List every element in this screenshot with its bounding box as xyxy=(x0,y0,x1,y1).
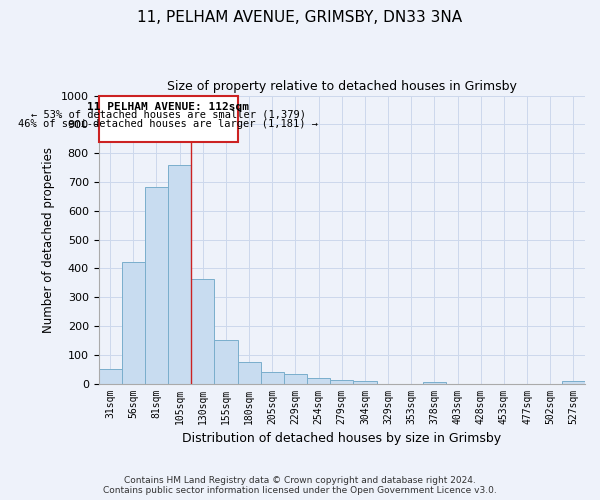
Bar xyxy=(562,382,585,384)
Bar xyxy=(191,280,214,384)
Text: 11 PELHAM AVENUE: 112sqm: 11 PELHAM AVENUE: 112sqm xyxy=(87,102,249,112)
Bar xyxy=(307,378,330,384)
Text: 46% of semi-detached houses are larger (1,181) →: 46% of semi-detached houses are larger (… xyxy=(18,118,318,128)
Bar xyxy=(423,382,446,384)
Bar xyxy=(214,340,238,384)
Bar xyxy=(168,166,191,384)
Bar xyxy=(330,380,353,384)
Bar xyxy=(261,372,284,384)
Bar xyxy=(98,368,122,384)
Bar xyxy=(122,262,145,384)
Bar xyxy=(353,380,377,384)
Y-axis label: Number of detached properties: Number of detached properties xyxy=(42,146,55,332)
Text: Contains HM Land Registry data © Crown copyright and database right 2024.
Contai: Contains HM Land Registry data © Crown c… xyxy=(103,476,497,495)
Bar xyxy=(284,374,307,384)
FancyBboxPatch shape xyxy=(98,96,238,142)
Bar xyxy=(145,187,168,384)
Title: Size of property relative to detached houses in Grimsby: Size of property relative to detached ho… xyxy=(167,80,517,93)
Text: 11, PELHAM AVENUE, GRIMSBY, DN33 3NA: 11, PELHAM AVENUE, GRIMSBY, DN33 3NA xyxy=(137,10,463,25)
Bar xyxy=(238,362,261,384)
X-axis label: Distribution of detached houses by size in Grimsby: Distribution of detached houses by size … xyxy=(182,432,502,445)
Text: ← 53% of detached houses are smaller (1,379): ← 53% of detached houses are smaller (1,… xyxy=(31,110,305,120)
